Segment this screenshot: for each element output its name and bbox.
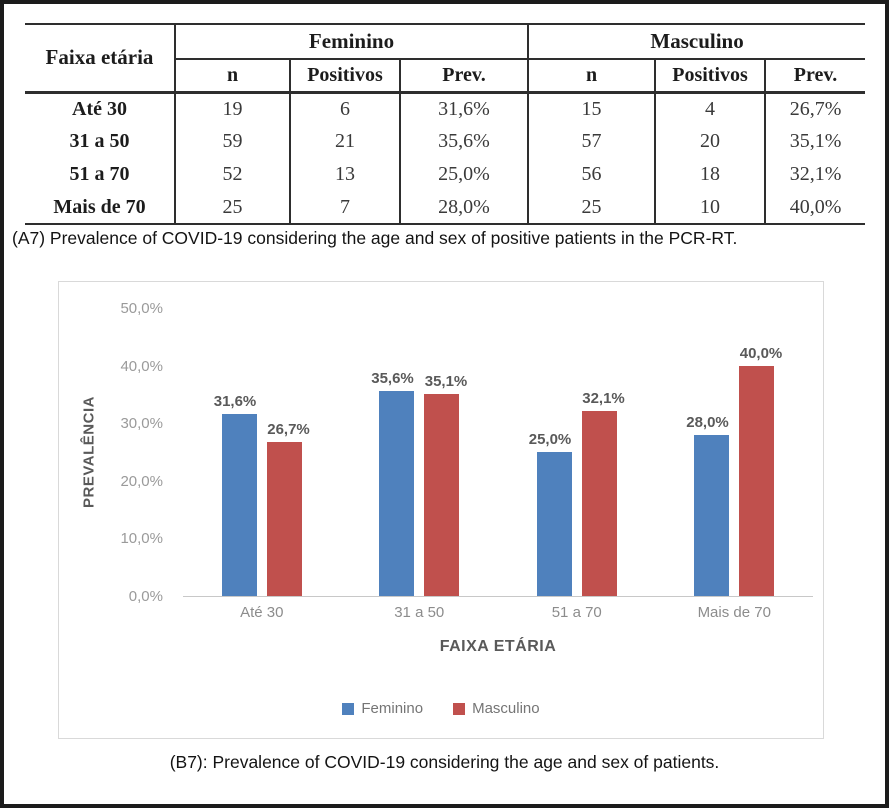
y-tick-label: 10,0%	[120, 530, 163, 547]
y-tick-label: 20,0%	[120, 472, 163, 490]
table-cell: 26,7%	[764, 92, 866, 125]
data-label: 28,0%	[686, 413, 729, 431]
table-cell: 25	[174, 191, 290, 224]
table-cell: 56	[527, 158, 656, 191]
table-cell: 25	[527, 191, 656, 224]
table-cell: 25,0%	[398, 158, 529, 191]
column-header-n: n	[174, 59, 290, 94]
table-cell: 4	[654, 92, 766, 125]
table-cell: 28,0%	[398, 191, 529, 224]
chart-legend: Feminino Masculino	[59, 700, 823, 717]
bar-group-mais-de-70: 28,0% 40,0%	[656, 309, 814, 596]
table-cell: 59	[174, 125, 290, 158]
prevalence-table: Faixa etária Feminino Masculino n Positiv…	[25, 23, 866, 225]
x-axis-title: FAIXA ETÁRIA	[439, 638, 557, 655]
x-axis-labels: Até 30 31 a 50 51 a 70 Mais de 70	[183, 604, 813, 621]
data-label: 26,7%	[267, 421, 310, 439]
bar-group-31-a-50: 35,6% 35,1%	[341, 309, 499, 596]
y-tick-label: 50,0%	[120, 300, 163, 317]
legend-item-masculino: Masculino	[453, 700, 540, 717]
x-category-label: Até 30	[240, 604, 284, 621]
bar-masculino: 26,7%	[266, 421, 310, 596]
bar-group-até-30: 31,6% 26,7%	[183, 309, 341, 596]
table-caption: (A7) Prevalence of COVID-19 considering …	[12, 228, 738, 248]
bar-masculino: 40,0%	[739, 345, 782, 596]
column-header-positivos: Positivos	[654, 59, 766, 94]
column-group-feminino: Feminino	[173, 24, 529, 60]
table-cell: 20	[654, 125, 766, 158]
column-group-masculino: Masculino	[527, 24, 866, 60]
column-header-faixa-etaria: Faixa etária	[25, 24, 175, 94]
table-cell: 52	[174, 158, 290, 191]
table-cell: 21	[289, 125, 400, 158]
legend-swatch-masculino	[453, 702, 466, 715]
column-header-prev: Prev.	[398, 59, 529, 94]
row-label: 51 a 70	[69, 163, 130, 185]
table-subheader-row: n Positivos Prev. n Positivos Prev.	[25, 59, 866, 94]
table-cell: 35,1%	[764, 125, 866, 158]
table-cell: 6	[289, 92, 400, 125]
data-label: 35,1%	[424, 372, 468, 390]
x-category-label: 31 a 50	[394, 604, 445, 621]
x-category-label: Mais de 70	[697, 604, 771, 621]
table-cell: 40,0%	[764, 191, 866, 224]
table-cell: 19	[174, 92, 290, 125]
legend-label: Feminino	[361, 700, 424, 717]
bar-feminino: 35,6%	[371, 370, 415, 596]
bar-masculino: 35,1%	[424, 373, 467, 596]
table-cell: 7	[289, 191, 400, 224]
bar-feminino: 28,0%	[686, 414, 730, 596]
legend-item-feminino: Feminino	[342, 700, 423, 717]
table-cell: 32,1%	[764, 158, 866, 191]
table-cell: 35,6%	[398, 125, 529, 158]
column-header-n: n	[527, 59, 656, 94]
y-tick-label: 0,0%	[128, 587, 163, 605]
table-row: 31 a 50 59 21 35,6% 57 20 35,1%	[25, 125, 866, 158]
bar-chart: PREVALÊNCIA 50,0% 40,0% 30,0% 20,0% 10,0% 0,0…	[58, 281, 824, 739]
data-label: 40,0%	[739, 344, 783, 362]
x-category-label: 51 a 70	[551, 604, 602, 621]
table-cell: 57	[527, 125, 656, 158]
bar-group-51-a-70: 25,0% 32,1%	[498, 309, 656, 596]
legend-label: Masculino	[472, 700, 540, 717]
data-label: 35,6%	[371, 369, 414, 387]
table-row: 51 a 70 52 13 25,0% 56 18 32,1%	[25, 158, 866, 191]
table-cell: 10	[654, 191, 766, 224]
table-row: Até 30 19 6 31,6% 15 4 26,7%	[25, 92, 866, 125]
row-label: 31 a 50	[69, 130, 130, 152]
data-label: 32,1%	[582, 390, 625, 408]
table-row: Mais de 70 25 7 28,0% 25 10 40,0%	[25, 191, 866, 224]
table-group-header-row: Faixa etária Feminino Masculino	[25, 24, 866, 94]
bar-masculino: 32,1%	[581, 390, 625, 596]
bar-feminino: 25,0%	[529, 431, 572, 596]
plot-area: 31,6% 26,7% 35,6% 35,1% 25,0% 32,1% 28,0% 40,0%	[183, 309, 813, 597]
bar-feminino: 31,6%	[214, 393, 257, 596]
y-tick-label: 30,0%	[120, 415, 163, 432]
legend-swatch-feminino	[342, 702, 355, 715]
column-header-positivos: Positivos	[289, 59, 400, 94]
table-cell: 15	[527, 92, 656, 125]
table-cell: 31,6%	[398, 92, 529, 125]
chart-caption: (B7): Prevalence of COVID-19 considering…	[169, 752, 720, 772]
data-label: 31,6%	[213, 393, 257, 410]
row-label: Mais de 70	[53, 195, 146, 218]
y-tick-label: 40,0%	[120, 357, 163, 375]
row-label: Até 30	[72, 97, 127, 120]
table-cell: 18	[654, 158, 766, 191]
data-label: 25,0%	[528, 431, 572, 448]
y-axis-title: PREVALÊNCIA	[80, 396, 98, 508]
column-header-prev: Prev.	[764, 59, 866, 94]
table-cell: 13	[289, 158, 400, 191]
